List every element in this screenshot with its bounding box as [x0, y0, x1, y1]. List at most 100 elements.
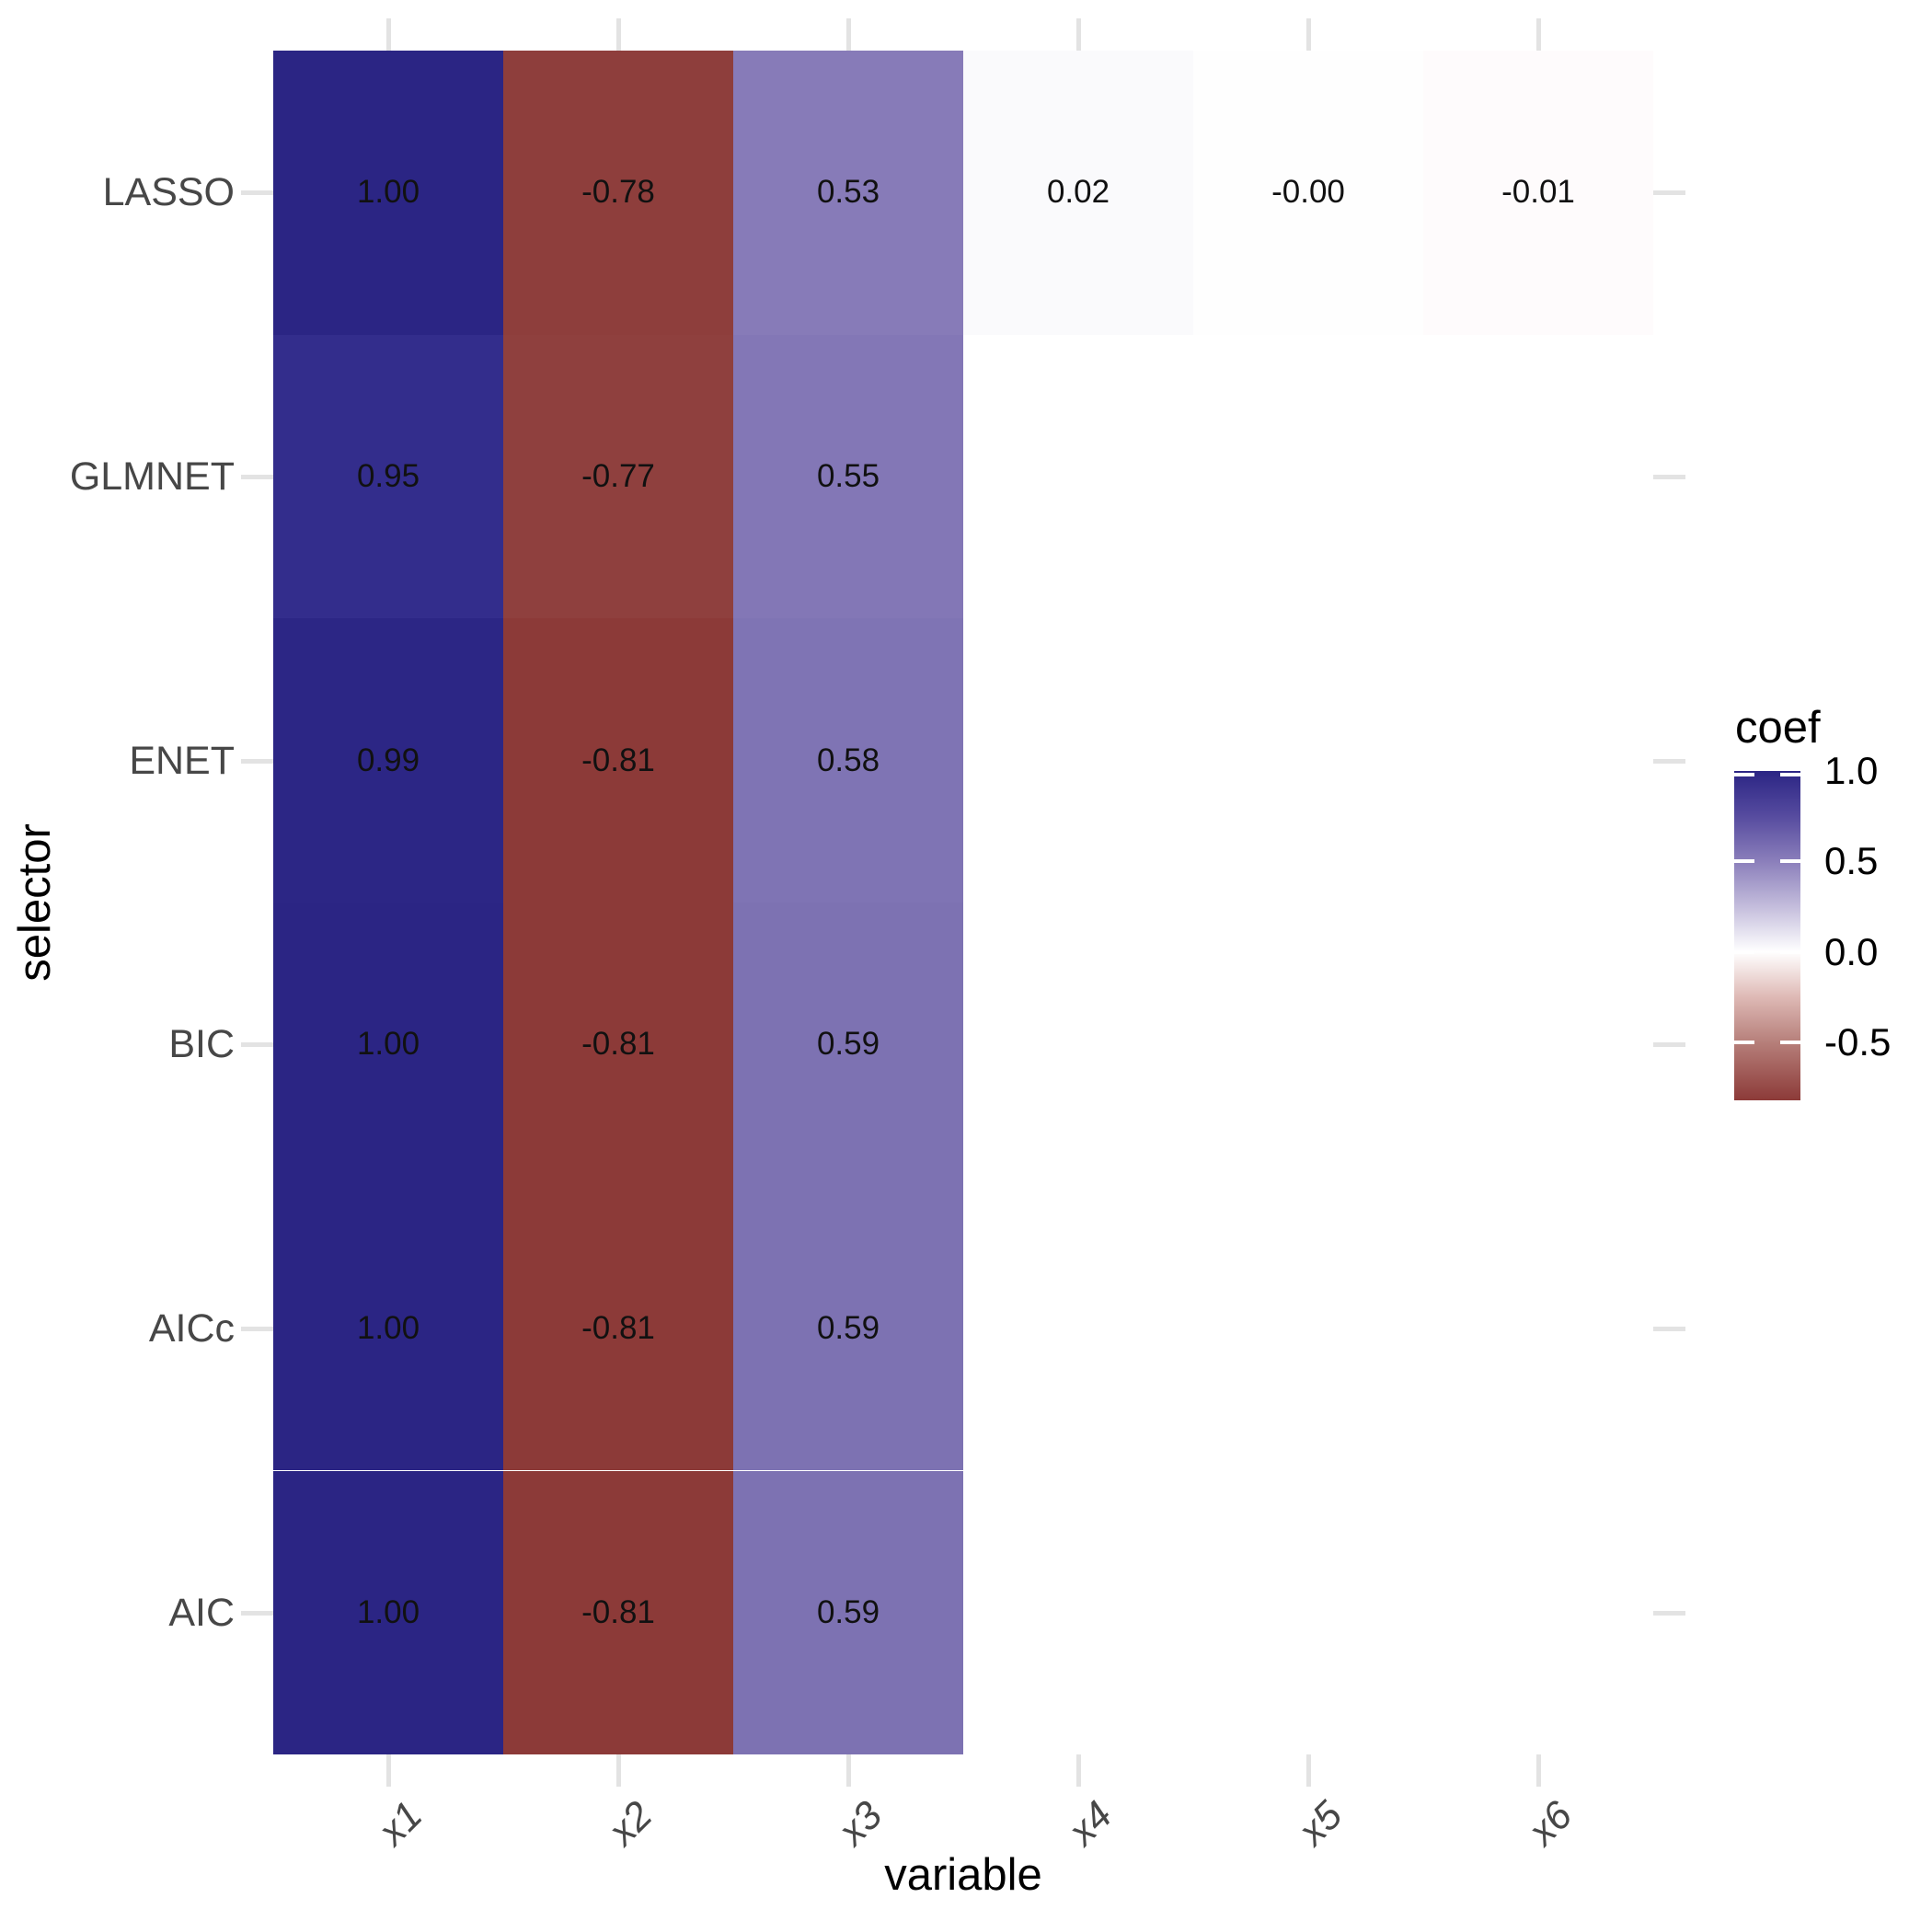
heatmap-cell-AIC-x1: 1.00 — [273, 1470, 503, 1755]
x-axis-title: variable — [884, 1850, 1042, 1900]
y-axis-title: selector — [10, 823, 60, 982]
axis-tick-left — [241, 190, 273, 196]
cell-value: 0.58 — [816, 742, 880, 778]
legend-title: coef — [1735, 703, 1821, 753]
axis-tick-bottom — [1076, 1754, 1081, 1788]
heatmap-cell-LASSO-x3: 0.53 — [733, 51, 963, 335]
axis-tick-right — [1653, 1327, 1685, 1332]
cell-value: 1.00 — [356, 1026, 420, 1063]
cell-value: -0.01 — [1501, 174, 1575, 211]
axis-tick-bottom — [386, 1754, 391, 1788]
cell-value: -0.81 — [581, 742, 655, 778]
axis-tick-right — [1653, 475, 1685, 480]
heatmap-cell-GLMNET-x1: 0.95 — [273, 334, 503, 619]
y-axis-label-GLMNET: GLMNET — [69, 454, 235, 500]
y-axis-label-BIC: BIC — [168, 1022, 235, 1067]
heatmap-cell-BIC-x2: -0.81 — [503, 903, 733, 1187]
cell-value: 0.59 — [816, 1310, 880, 1347]
x-axis-label-x1: x1 — [369, 1793, 431, 1855]
legend-tick — [1780, 859, 1800, 864]
y-axis-label-AIC: AIC — [168, 1590, 235, 1635]
heatmap-cell-AICc-x2: -0.81 — [503, 1186, 733, 1471]
legend-tick-label: 1.0 — [1824, 749, 1879, 792]
x-axis-label-x4: x4 — [1059, 1793, 1121, 1855]
legend-colorbar — [1734, 771, 1800, 1100]
cell-value: 1.00 — [356, 1310, 420, 1347]
heatmap-cell-LASSO-x1: 1.00 — [273, 51, 503, 335]
heatmap-cell-LASSO-x5: -0.00 — [1193, 51, 1423, 335]
heatmap-cell-LASSO-x6: -0.01 — [1423, 51, 1653, 335]
cell-value: -0.81 — [581, 1026, 655, 1063]
axis-tick-right — [1653, 190, 1685, 196]
cell-value: 0.02 — [1046, 174, 1110, 211]
x-axis-label-x2: x2 — [599, 1793, 661, 1855]
heatmap-cell-ENET-x1: 0.99 — [273, 618, 503, 903]
heatmap-cell-LASSO-x4: 0.02 — [963, 51, 1193, 335]
heatmap-cell-BIC-x3: 0.59 — [733, 903, 963, 1187]
y-axis-label-ENET: ENET — [129, 738, 235, 783]
legend-tick — [1780, 1041, 1800, 1045]
axis-tick-top — [616, 18, 621, 51]
legend-tick — [1734, 1041, 1754, 1045]
axis-tick-right — [1653, 1610, 1685, 1616]
cell-value: 0.95 — [356, 458, 420, 495]
axis-tick-top — [1306, 18, 1311, 51]
legend-tick — [1734, 859, 1754, 864]
axis-tick-left — [241, 1042, 273, 1048]
heatmap-cell-LASSO-x2: -0.78 — [503, 51, 733, 335]
heatmap-cell-GLMNET-x3: 0.55 — [733, 334, 963, 619]
axis-tick-left — [241, 1610, 273, 1616]
axis-tick-top — [386, 18, 391, 51]
x-axis-label-wrap: x6 — [1347, 1793, 1581, 1854]
legend-tick — [1734, 949, 1754, 954]
legend-tick-label: 0.0 — [1824, 929, 1879, 973]
cell-value: 0.59 — [816, 1026, 880, 1063]
axis-tick-left — [241, 475, 273, 480]
legend-tick — [1780, 773, 1800, 776]
x-axis-label-x5: x5 — [1289, 1793, 1351, 1855]
cell-value: 0.53 — [816, 174, 880, 211]
legend-tick-label: -0.5 — [1824, 1020, 1892, 1064]
x-axis-label-wrap: x4 — [887, 1793, 1121, 1854]
cell-value: -0.81 — [581, 1593, 655, 1630]
cell-value: 1.00 — [356, 1593, 420, 1630]
axis-tick-right — [1653, 1042, 1685, 1048]
heatmap-cell-ENET-x3: 0.58 — [733, 618, 963, 903]
x-axis-label-x3: x3 — [829, 1793, 891, 1855]
axis-tick-top — [1536, 18, 1541, 51]
x-axis-label-wrap: x5 — [1117, 1793, 1351, 1854]
heatmap-cell-BIC-x1: 1.00 — [273, 903, 503, 1187]
cell-value: -0.78 — [581, 174, 655, 211]
legend-tick — [1780, 949, 1800, 954]
legend-tick-label: 0.5 — [1824, 839, 1879, 883]
cell-value: 0.99 — [356, 742, 420, 778]
axis-tick-right — [1653, 758, 1685, 764]
axis-tick-left — [241, 758, 273, 764]
heatmap-cell-AIC-x3: 0.59 — [733, 1470, 963, 1755]
heatmap-cell-AIC-x2: -0.81 — [503, 1470, 733, 1755]
x-axis-label-wrap: x3 — [657, 1793, 891, 1854]
axis-tick-bottom — [1536, 1754, 1541, 1788]
heatmap-cell-AICc-x1: 1.00 — [273, 1186, 503, 1471]
axis-tick-bottom — [846, 1754, 851, 1788]
heatmap-cell-ENET-x2: -0.81 — [503, 618, 733, 903]
heatmap-cell-AICc-x3: 0.59 — [733, 1186, 963, 1471]
cell-value: -0.00 — [1271, 174, 1345, 211]
y-axis-label-AICc: AICc — [148, 1306, 235, 1351]
x-axis-label-x6: x6 — [1519, 1793, 1581, 1855]
x-axis-label-wrap: x2 — [427, 1793, 661, 1854]
axis-tick-top — [846, 18, 851, 51]
cell-value: 0.59 — [816, 1593, 880, 1630]
cell-value: -0.77 — [581, 458, 655, 495]
cell-value: -0.81 — [581, 1310, 655, 1347]
cell-value: 0.55 — [816, 458, 880, 495]
x-axis-label-wrap: x1 — [197, 1793, 431, 1854]
cell-value: 1.00 — [356, 174, 420, 211]
axis-tick-bottom — [616, 1754, 621, 1788]
heatmap-cell-GLMNET-x2: -0.77 — [503, 334, 733, 619]
legend-tick — [1734, 773, 1754, 776]
axis-tick-left — [241, 1327, 273, 1332]
axis-tick-bottom — [1306, 1754, 1311, 1788]
axis-tick-top — [1076, 18, 1081, 51]
